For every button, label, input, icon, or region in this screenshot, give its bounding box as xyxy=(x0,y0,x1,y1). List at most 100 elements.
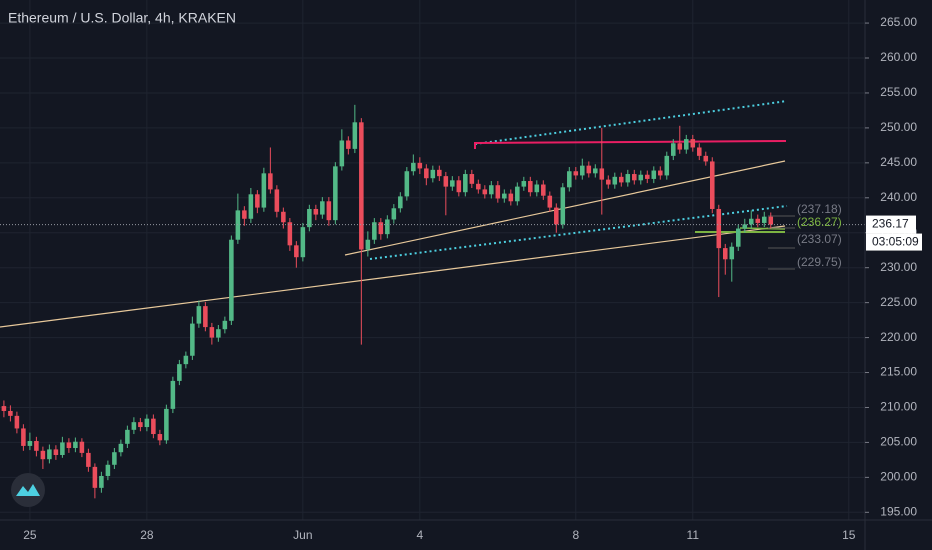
candle-body xyxy=(14,415,20,429)
trend-line xyxy=(0,225,786,328)
candle-body xyxy=(729,246,735,260)
candle-body xyxy=(495,185,501,199)
candle-body xyxy=(365,239,371,250)
y-tick-label: 230.00 xyxy=(880,260,917,274)
candle-body xyxy=(625,174,631,183)
candle-body xyxy=(385,219,390,235)
candle-body xyxy=(424,168,429,179)
support-line xyxy=(739,227,786,230)
candle-body xyxy=(430,169,436,179)
price-tag-label: 236.17 xyxy=(872,217,909,231)
price-tag xyxy=(866,215,916,234)
y-tick-label: 240.00 xyxy=(880,190,917,204)
candle-body xyxy=(742,224,748,229)
candle-body xyxy=(560,187,566,225)
candle-body xyxy=(755,218,761,223)
candle-body xyxy=(170,380,176,409)
candle-body xyxy=(593,168,598,174)
candle-body xyxy=(164,408,169,441)
candle-body xyxy=(463,174,468,193)
candle-body xyxy=(573,171,579,176)
candle-body xyxy=(437,169,442,177)
candle-body xyxy=(183,355,189,365)
candle-body xyxy=(378,222,384,235)
candle-body xyxy=(313,208,319,215)
candle-body xyxy=(658,170,663,176)
y-tick-label: 215.00 xyxy=(880,365,917,379)
candle-body xyxy=(580,165,585,176)
candle-body xyxy=(53,449,59,455)
candle-body xyxy=(118,443,124,453)
candle-body xyxy=(60,442,65,455)
candle-body xyxy=(281,211,286,223)
candle-body xyxy=(216,329,221,338)
candle-body xyxy=(190,323,195,356)
candle-body xyxy=(196,306,202,324)
level-label: (237.18) xyxy=(797,202,842,216)
candle-body xyxy=(450,180,455,187)
candle-body xyxy=(359,122,364,250)
candle-body xyxy=(255,194,260,208)
candle-body xyxy=(398,196,403,209)
candle-body xyxy=(703,155,709,162)
candle-body xyxy=(567,171,572,188)
candle-body xyxy=(346,140,351,149)
candle-body xyxy=(151,418,156,435)
candle-body xyxy=(476,183,481,190)
candle-body xyxy=(300,227,306,258)
candle-body xyxy=(599,168,605,180)
candle-body xyxy=(320,201,325,215)
countdown-label: 03:05:09 xyxy=(872,235,919,249)
y-tick-label: 195.00 xyxy=(880,504,917,518)
candle-body xyxy=(203,306,208,328)
candle-body xyxy=(333,166,338,221)
y-tick-label: 200.00 xyxy=(880,470,917,484)
candle-body xyxy=(242,210,247,219)
y-tick-label: 265.00 xyxy=(880,15,917,29)
y-tick-label: 225.00 xyxy=(880,295,917,309)
y-tick-label: 210.00 xyxy=(880,400,917,414)
candle-body xyxy=(684,139,689,150)
y-tick-label: 255.00 xyxy=(880,85,917,99)
candle-body xyxy=(547,195,553,208)
candle-body xyxy=(27,441,33,446)
candle-body xyxy=(79,441,85,453)
candle-body xyxy=(534,184,540,193)
candle-body xyxy=(8,410,13,416)
candle-body xyxy=(612,176,618,185)
candle-body xyxy=(521,181,527,187)
candle-body xyxy=(735,228,741,247)
candle-body xyxy=(671,143,676,156)
x-tick-label: 25 xyxy=(23,528,37,542)
chart-title: Ethereum / U.S. Dollar, 4h, KRAKEN xyxy=(8,10,236,26)
candle-body xyxy=(99,475,104,488)
candle-body xyxy=(515,186,520,202)
level-label: (233.07) xyxy=(797,232,842,246)
level-label: (236.27) xyxy=(797,215,842,229)
candle-body xyxy=(326,201,332,221)
candle-body xyxy=(229,239,234,321)
candle-body xyxy=(372,222,377,240)
candle-body xyxy=(47,449,52,460)
candle-body xyxy=(404,171,410,197)
candle-body xyxy=(632,174,637,181)
candle-body xyxy=(92,466,98,488)
candle-body xyxy=(144,418,150,428)
logo xyxy=(11,473,45,507)
candle-body xyxy=(1,406,7,411)
candle-body xyxy=(339,140,345,167)
candle-body xyxy=(352,122,358,149)
candle-body xyxy=(748,218,754,225)
logo-mark xyxy=(16,484,40,496)
candle-body xyxy=(66,442,72,449)
candles xyxy=(1,104,774,499)
x-tick-label: 15 xyxy=(842,528,856,542)
candle-body xyxy=(619,176,624,183)
candle-body xyxy=(716,208,722,249)
x-tick-label: 28 xyxy=(140,528,154,542)
candle-body xyxy=(489,185,494,195)
candle-body xyxy=(287,222,293,246)
y-tick-label: 220.00 xyxy=(880,330,917,344)
